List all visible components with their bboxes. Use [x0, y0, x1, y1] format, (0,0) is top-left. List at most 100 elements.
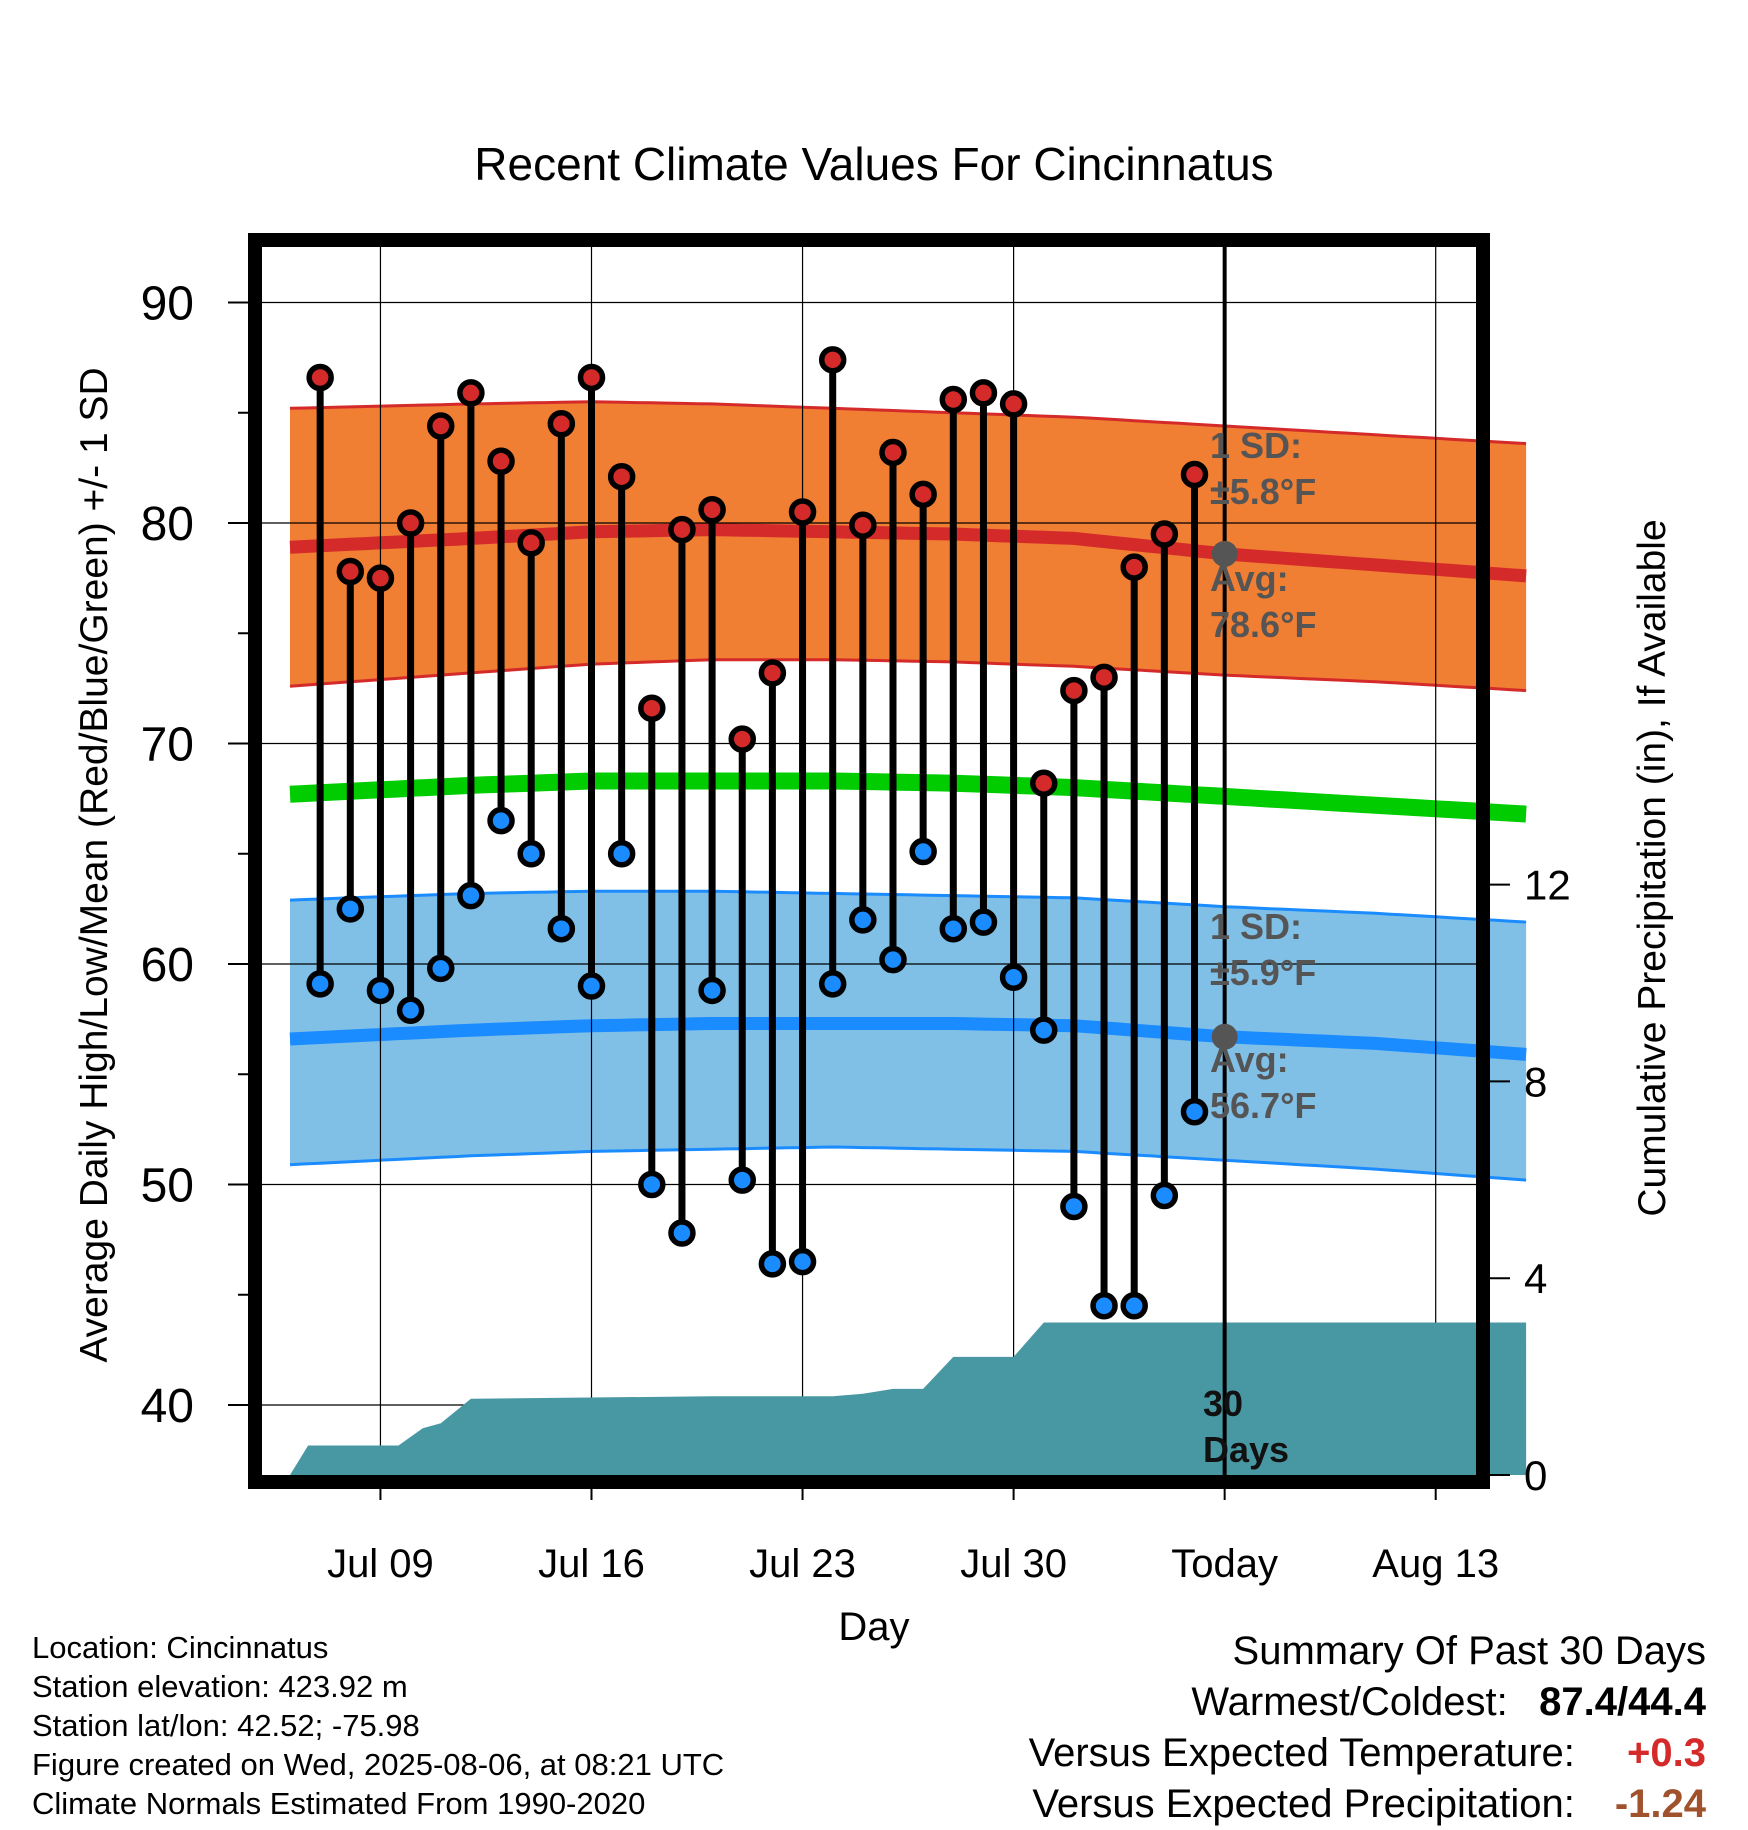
low-dot-day-28 [1120, 1292, 1148, 1320]
high-dot-day-5 [427, 412, 455, 440]
low-dot-day-11 [607, 840, 636, 868]
high-dot-day-29 [1150, 520, 1179, 548]
high-dot-day-30 [1180, 460, 1209, 489]
summary-panel: Summary Of Past 30 Days Warmest/Coldest:… [1029, 1626, 1706, 1830]
y-tick-label-80: 80 [141, 498, 194, 551]
high-average-line [289, 523, 1527, 583]
y-tick-label-60: 60 [141, 939, 194, 992]
low-dot-day-30 [1180, 1097, 1209, 1126]
low-dot-day-21 [909, 837, 937, 866]
summary-warmest-row: Warmest/Coldest: 87.4/44.4 [1029, 1677, 1706, 1728]
low-avg-annotation-line-2: 56.7°F [1210, 1085, 1316, 1126]
today-high-avg-dot [1211, 540, 1238, 567]
low-dot-day-4 [396, 996, 425, 1025]
precipitation-area [290, 1322, 1527, 1475]
low-dot-day-2 [336, 895, 365, 923]
y-tick-label-40: 40 [141, 1380, 194, 1433]
y-tick-label-50: 50 [141, 1160, 194, 1213]
low-dot-day-3 [366, 976, 395, 1005]
y-tick-label-90: 90 [141, 278, 194, 331]
precip-value: -1.24 [1614, 1782, 1706, 1826]
high-dot-day-3 [366, 564, 395, 592]
high-dot-day-14 [698, 496, 726, 524]
plot-frame [248, 233, 1490, 1489]
high-band-upper-line [289, 400, 1527, 446]
x-axis-label: Day [838, 1605, 909, 1649]
high-dot-day-18 [818, 346, 847, 374]
high-dot-day-13 [668, 515, 696, 544]
y-right-tick-label-0: 0 [1524, 1452, 1547, 1499]
plot-border [248, 233, 1490, 1489]
high-dot-day-22 [939, 385, 968, 414]
chart-title: Recent Climate Values For Cincinnatus [474, 138, 1273, 190]
high-sd-annotation-line-2: ±5.8°F [1210, 471, 1316, 512]
elevation-text: Station elevation: 423.92 m [32, 1669, 408, 1704]
low-dot-day-17 [788, 1247, 817, 1276]
high-dot-day-9 [547, 410, 576, 438]
high-dot-day-2 [336, 557, 365, 586]
high-dot-day-10 [577, 363, 606, 392]
low-dot-day-15 [728, 1166, 756, 1194]
high-dot-day-6 [457, 379, 485, 407]
climate-bands [289, 400, 1527, 1182]
high-dot-day-7 [487, 447, 515, 476]
low-dot-day-26 [1060, 1192, 1088, 1221]
high-dot-day-1 [306, 363, 334, 392]
high-dot-day-15 [728, 725, 756, 753]
y-axis-label: Average Daily High/Low/Mean (Red/Blue/Gr… [73, 367, 116, 1362]
low-dot-day-14 [698, 976, 726, 1005]
high-dot-day-28 [1120, 553, 1148, 581]
precip-label: Versus Expected Precipitation: [1032, 1782, 1575, 1826]
low-dot-day-25 [1030, 1016, 1058, 1044]
y-right-tick-label-4: 4 [1524, 1255, 1547, 1302]
low-dot-day-5 [427, 954, 455, 983]
high-dot-day-11 [607, 462, 636, 491]
x-tick-label-jul-30: Jul 30 [960, 1542, 1067, 1586]
low-dot-day-10 [577, 972, 606, 1000]
high-dot-day-16 [758, 659, 787, 687]
x-tick-label-aug-13: Aug 13 [1372, 1542, 1499, 1586]
high-dot-day-27 [1090, 663, 1118, 692]
low-dot-day-23 [969, 908, 998, 936]
chart-text: Recent Climate Values For Cincinnatus Day… [73, 138, 1674, 1649]
high-sd-band [290, 401, 1527, 691]
observation-stems [306, 346, 1209, 1320]
high-dot-day-19 [849, 511, 877, 539]
low-dot-day-7 [487, 806, 515, 835]
axis-ticks [228, 301, 1510, 1500]
location-text: Location: Cincinnatus [32, 1630, 329, 1665]
temp-value: +0.3 [1627, 1731, 1706, 1775]
mean-average-line [289, 772, 1527, 823]
low-dot-day-20 [879, 945, 907, 974]
latlon-text: Station lat/lon: 42.52; -75.98 [32, 1708, 420, 1743]
low-dot-day-22 [939, 914, 968, 943]
low-avg-annotation-line-1: Avg: [1210, 1039, 1289, 1080]
warmest-value: 87.4/44.4 [1539, 1680, 1706, 1724]
today-days-annotation-line-1: 30 [1203, 1383, 1243, 1424]
low-dot-day-13 [668, 1219, 696, 1247]
high-band-lower-line [289, 658, 1527, 693]
today-days-annotation-line-2: Days [1203, 1429, 1289, 1470]
high-dot-day-25 [1030, 769, 1058, 797]
low-dot-day-19 [849, 906, 877, 934]
high-dot-day-24 [999, 390, 1028, 418]
created-text: Figure created on Wed, 2025-08-06, at 08… [32, 1747, 725, 1782]
high-avg-annotation-line-1: Avg: [1210, 558, 1289, 599]
low-band-upper-line [289, 889, 1527, 924]
today-average-dots [1211, 540, 1238, 1050]
high-dot-day-17 [788, 498, 817, 526]
high-dot-day-21 [909, 480, 937, 509]
low-band-lower-line [289, 1145, 1527, 1182]
low-dot-day-16 [758, 1250, 787, 1278]
low-dot-day-6 [457, 881, 485, 910]
x-tick-label-jul-16: Jul 16 [538, 1542, 645, 1586]
high-dot-day-26 [1060, 676, 1088, 705]
low-dot-day-1 [306, 970, 334, 998]
low-dot-day-12 [638, 1170, 666, 1199]
y-right-tick-label-12: 12 [1524, 862, 1571, 909]
low-sd-annotation-line-2: ±5.9°F [1210, 952, 1316, 993]
y-right-tick-label-8: 8 [1524, 1058, 1547, 1105]
x-tick-label-jul-09: Jul 09 [327, 1542, 434, 1586]
x-tick-label-today: Today [1171, 1542, 1278, 1586]
